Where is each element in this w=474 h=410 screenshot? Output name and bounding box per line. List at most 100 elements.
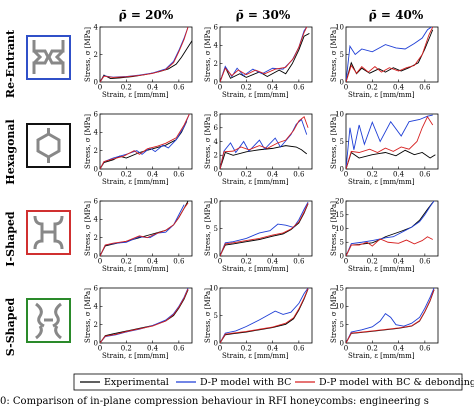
y-axis-label: Stress, σ [MPa] — [330, 27, 338, 82]
y-axis-label: Stress, σ [MPa] — [330, 288, 338, 343]
series-line-experimental — [346, 202, 434, 256]
panel-r3-c2: 0 0.2 0.4 0.6 0 5 10 15 Strain, ε [mm/mm] Stress,… — [330, 284, 439, 360]
y-tick-label: 10 — [335, 23, 344, 31]
x-tick-label: 0.6 — [293, 84, 305, 92]
panel-r3-c0: 0 0.2 0.4 0.6 0 2 4 6 Strain, ε [mm/mm] Stress, σ… — [84, 284, 193, 360]
series-line-dp-bc-debonding — [346, 27, 434, 82]
x-axis-label: Strain, ε [mm/mm] — [348, 91, 415, 99]
series-line-experimental — [220, 203, 309, 256]
x-tick-label: 0.4 — [393, 84, 405, 92]
x-axis-label: Strain, ε [mm/mm] — [348, 265, 415, 273]
x-tick-label: 0 — [218, 171, 222, 179]
y-tick-label: 5 — [214, 312, 218, 320]
panel-r2-c0: 0 0.2 0.4 0.6 0 2 4 6 Strain, ε [mm/mm] Stress, σ… — [84, 197, 193, 273]
x-tick-label: 0.2 — [121, 171, 132, 179]
y-tick-label: 10 — [209, 284, 218, 292]
x-tick-label: 0.4 — [267, 84, 279, 92]
y-tick-label: 2 — [214, 152, 218, 160]
y-tick-label: 6 — [94, 197, 99, 205]
y-tick-label: 5 — [340, 239, 344, 247]
plot-area — [219, 113, 313, 170]
x-axis-label: Strain, ε [mm/mm] — [222, 178, 289, 186]
plot-area — [99, 287, 193, 344]
y-tick-label: 5 — [340, 321, 344, 329]
y-tick-label: 2 — [94, 51, 98, 59]
panel-r1-c2: 0 0.2 0.4 0.6 0 5 10 Strain, ε [mm/mm] Stress, σ… — [330, 110, 439, 186]
y-tick-label: 0 — [340, 78, 344, 86]
x-tick-label: 0.6 — [419, 258, 431, 266]
x-axis-label: Strain, ε [mm/mm] — [102, 352, 169, 360]
x-tick-label: 0.2 — [367, 258, 378, 266]
s-shaped-cell-icon — [26, 298, 71, 343]
y-tick-label: 0 — [94, 252, 98, 260]
y-axis-label: Stress, σ [MPa] — [330, 201, 338, 256]
x-tick-label: 0.4 — [147, 258, 159, 266]
plot-area — [345, 287, 439, 344]
x-tick-label: 0 — [98, 258, 102, 266]
panel-r2-c2: 0 0.2 0.4 0.6 0 5 10 15 20 Strain, ε [mm/mm] Stres… — [330, 197, 439, 273]
x-tick-label: 0.6 — [293, 258, 305, 266]
chart-panels: 0 0.2 0.4 0.6 0 2 4 Strain, ε [mm/mm] Stress, σ … — [84, 23, 439, 360]
series-line-experimental — [220, 33, 310, 82]
x-tick-label: 0.4 — [393, 171, 405, 179]
x-axis-label: Strain, ε [mm/mm] — [102, 178, 169, 186]
x-tick-label: 0.2 — [241, 258, 252, 266]
x-tick-label: 0 — [98, 345, 102, 353]
y-tick-label: 0 — [340, 165, 344, 173]
x-tick-label: 0.2 — [241, 171, 252, 179]
y-tick-label: 10 — [335, 303, 344, 311]
y-tick-label: 6 — [94, 284, 99, 292]
column-head-40: ρ̄ = 40% — [369, 8, 424, 22]
x-axis-label: Strain, ε [mm/mm] — [348, 352, 415, 360]
x-tick-label: 0.2 — [121, 258, 132, 266]
y-axis-label: Stress, σ [MPa] — [84, 288, 92, 343]
series-line-dp-bc — [220, 288, 309, 343]
plot-area — [99, 113, 193, 170]
x-tick-label: 0 — [344, 84, 348, 92]
y-tick-label: 2 — [214, 60, 218, 68]
row-head-re-entrant: Re-Entrant — [4, 29, 17, 98]
row-head-hexagonal: Hexagonal — [4, 119, 17, 184]
y-tick-label: 0 — [94, 165, 98, 173]
x-tick-label: 0.4 — [147, 171, 159, 179]
row-head-i-shaped: I-Shaped — [4, 211, 17, 266]
x-tick-label: 0.2 — [241, 84, 252, 92]
y-tick-label: 10 — [209, 197, 218, 205]
series-line-dp-bc — [220, 118, 308, 169]
y-axis-label: Stress, σ [MPa] — [330, 114, 338, 169]
hexagonal-cell-icon — [26, 123, 71, 168]
series-line-dp-bc — [346, 288, 435, 343]
x-axis-label: Strain, ε [mm/mm] — [222, 91, 289, 99]
y-tick-label: 6 — [94, 110, 99, 118]
series-line-dp-bc — [220, 201, 309, 256]
x-tick-label: 0 — [344, 171, 348, 179]
series-line-dp-bc-debonding — [220, 203, 309, 256]
panel-r3-c1: 0 0.2 0.4 0.6 0 5 10 Strain, ε [mm/mm] Stress, σ… — [204, 284, 313, 360]
column-head-20: ρ̄ = 20% — [119, 8, 174, 22]
x-tick-label: 0 — [218, 258, 222, 266]
y-tick-label: 6 — [214, 124, 219, 132]
y-tick-label: 2 — [94, 321, 98, 329]
panel-r0-c1: 0 0.2 0.4 0.6 0 2 4 6 Strain, ε [mm/mm] Stress, σ… — [204, 23, 313, 99]
y-tick-label: 0 — [94, 78, 98, 86]
x-axis-label: Strain, ε [mm/mm] — [222, 352, 289, 360]
y-tick-label: 5 — [340, 51, 344, 59]
y-tick-label: 0 — [340, 339, 344, 347]
y-tick-label: 0 — [214, 252, 218, 260]
x-tick-label: 0.4 — [267, 345, 279, 353]
series-line-dp-bc-debonding — [346, 115, 434, 169]
y-tick-label: 20 — [335, 197, 344, 205]
y-tick-label: 4 — [94, 129, 99, 137]
x-tick-label: 0 — [98, 171, 102, 179]
y-axis-label: Stress, σ [MPa] — [84, 201, 92, 256]
y-axis-label: Stress, σ [MPa] — [204, 201, 212, 256]
series-line-dp-bc-debonding — [220, 27, 308, 82]
plot-area — [99, 200, 193, 257]
y-tick-label: 15 — [335, 284, 344, 292]
y-tick-label: 0 — [214, 78, 218, 86]
x-tick-label: 0.6 — [419, 84, 431, 92]
y-tick-label: 0 — [214, 165, 218, 173]
x-tick-label: 0 — [218, 84, 222, 92]
legend-label-experimental: Experimental — [104, 377, 169, 388]
